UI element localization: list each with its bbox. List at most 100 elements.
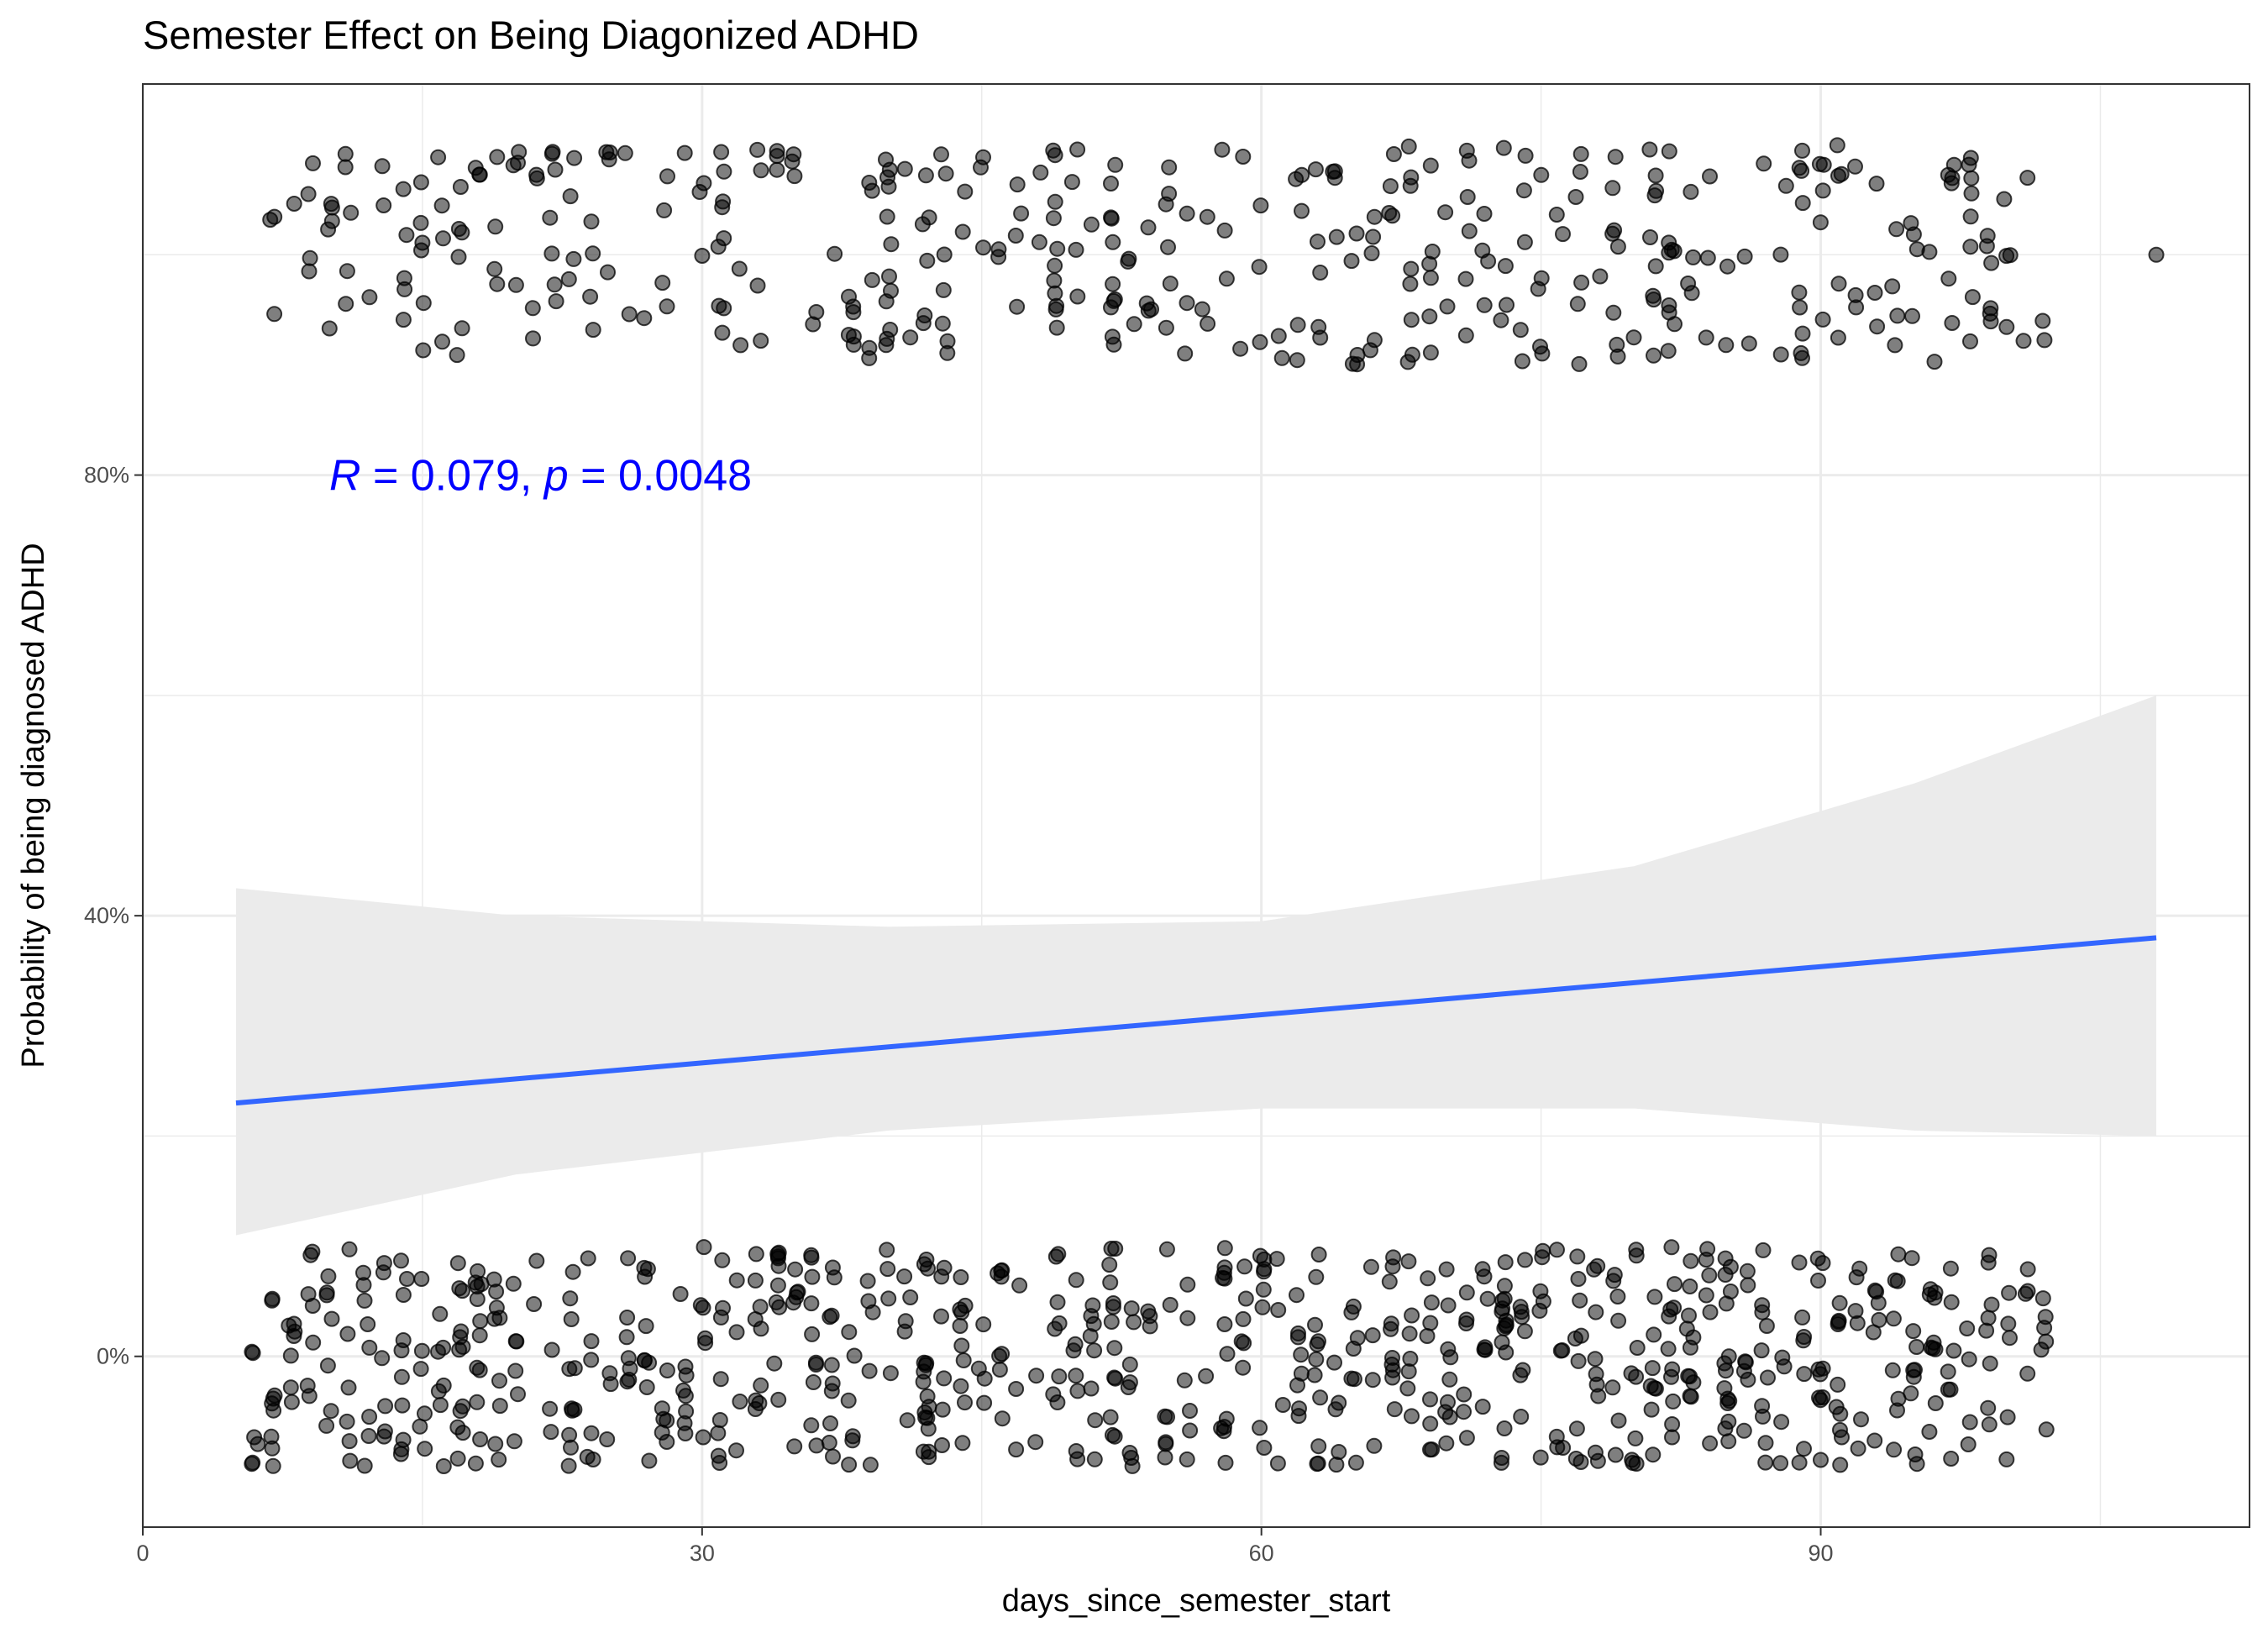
data-point <box>916 1354 932 1371</box>
data-point <box>1047 257 1063 274</box>
data-point <box>1604 180 1621 197</box>
data-point <box>914 216 931 233</box>
data-point <box>339 1413 355 1430</box>
data-point <box>619 1310 636 1326</box>
data-point <box>1754 1297 1771 1314</box>
data-point <box>808 1357 824 1373</box>
data-point <box>1083 216 1100 233</box>
data-point <box>1382 178 1399 195</box>
axes: 0 30 60 90 0% 40% 80% <box>84 463 1834 1566</box>
data-point <box>934 1437 950 1453</box>
data-point <box>991 1362 1008 1378</box>
data-point <box>1028 1368 1045 1384</box>
data-point <box>1756 155 1772 172</box>
data-point <box>412 1361 429 1378</box>
data-point <box>1162 1296 1179 1313</box>
data-point <box>711 1412 728 1428</box>
data-point <box>1535 1293 1551 1310</box>
data-point <box>1179 295 1195 312</box>
data-point <box>342 1452 359 1469</box>
data-point <box>1887 337 1903 354</box>
data-point <box>1403 260 1420 277</box>
data-point <box>882 1365 899 1382</box>
data-point <box>1921 1424 1938 1440</box>
data-point <box>636 310 653 327</box>
data-point <box>1419 1328 1436 1344</box>
data-point <box>1572 164 1588 180</box>
data-point <box>1306 1367 1323 1383</box>
data-point <box>1045 210 1062 227</box>
data-point <box>1105 336 1122 353</box>
data-point <box>585 322 601 339</box>
data-point <box>1964 289 1981 306</box>
data-point <box>396 281 413 297</box>
data-point <box>919 1388 936 1404</box>
data-point <box>1083 1308 1100 1325</box>
data-point <box>881 268 897 285</box>
data-point <box>1474 1399 1491 1415</box>
data-point <box>299 1378 316 1394</box>
data-point <box>1890 1246 1907 1263</box>
data-point <box>1420 1270 1436 1287</box>
data-point <box>1457 270 1474 287</box>
data-point <box>1905 1362 1922 1378</box>
data-point <box>1869 318 1886 335</box>
data-point <box>1847 1303 1864 1320</box>
data-point <box>975 1316 992 1333</box>
data-point <box>1252 1420 1268 1436</box>
data-point <box>952 1318 969 1334</box>
data-point <box>2036 332 2053 349</box>
data-point <box>1702 1435 1719 1452</box>
data-point <box>265 1390 281 1407</box>
data-point <box>697 1335 714 1352</box>
data-point <box>808 1437 825 1454</box>
data-point <box>435 1458 452 1474</box>
data-point <box>1345 1298 1362 1315</box>
data-point <box>1103 1314 1120 1330</box>
data-point <box>1848 1269 1865 1286</box>
data-point <box>716 230 732 247</box>
data-point <box>1086 1342 1103 1359</box>
data-point <box>878 337 895 354</box>
data-point <box>784 153 801 170</box>
data-point <box>286 1315 302 1332</box>
data-point <box>1962 208 1979 225</box>
data-point <box>1160 239 1176 255</box>
data-point <box>621 306 638 323</box>
data-point <box>583 1333 600 1350</box>
data-point <box>1493 312 1509 328</box>
data-point <box>244 1345 261 1362</box>
data-point <box>449 1450 466 1467</box>
data-point <box>728 1272 745 1289</box>
data-point <box>266 306 283 323</box>
data-point <box>1963 185 1980 202</box>
data-point <box>1699 249 1716 266</box>
data-point <box>1404 1408 1420 1425</box>
data-point <box>1269 1455 1286 1472</box>
data-point <box>510 155 526 171</box>
data-point <box>1570 1271 1587 1287</box>
data-point <box>566 1401 583 1418</box>
data-point <box>560 270 577 287</box>
data-point <box>939 344 956 361</box>
data-point <box>360 1428 377 1444</box>
data-point <box>1179 205 1195 222</box>
data-point <box>1888 221 1905 238</box>
data-point <box>1384 207 1401 224</box>
data-point <box>1735 1422 1752 1439</box>
data-point <box>1496 1290 1513 1307</box>
data-point <box>435 1339 452 1356</box>
data-point <box>1959 1320 1976 1336</box>
data-point <box>975 149 991 165</box>
data-point <box>491 1398 508 1415</box>
y-axis-title: Probability of being diagnosed ADHD <box>16 543 51 1068</box>
data-point <box>804 1268 821 1285</box>
data-point <box>696 1239 712 1256</box>
data-point <box>1661 143 1677 160</box>
data-point <box>1105 276 1121 292</box>
data-point <box>393 1252 409 1269</box>
data-point <box>566 150 583 166</box>
data-point <box>1592 268 1609 285</box>
data-point <box>1961 1414 1978 1431</box>
data-point <box>2002 1330 2018 1347</box>
